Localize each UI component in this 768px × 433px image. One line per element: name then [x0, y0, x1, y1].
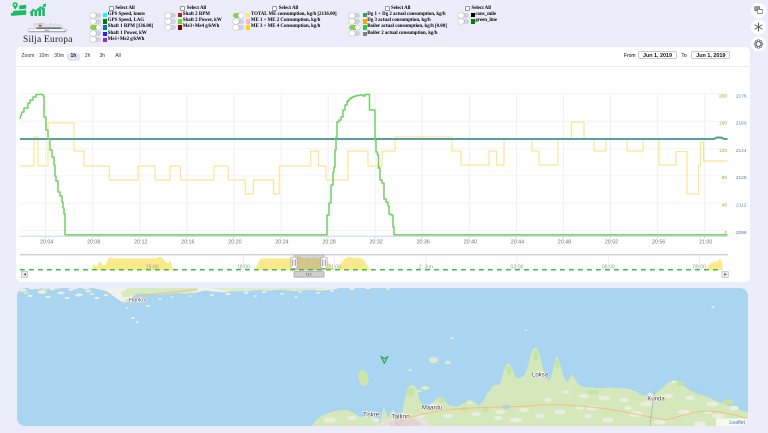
- svg-text:20:32: 20:32: [369, 239, 382, 245]
- svg-text:15:00: 15:00: [146, 264, 159, 270]
- svg-text:20:16: 20:16: [181, 239, 194, 245]
- svg-text:21:00: 21:00: [328, 264, 341, 270]
- svg-text:2128: 2128: [736, 175, 747, 181]
- svg-text:Hanko: Hanko: [129, 298, 145, 304]
- svg-text:2176: 2176: [736, 93, 747, 99]
- svg-text:80: 80: [722, 175, 728, 181]
- svg-text:20:08: 20:08: [87, 239, 100, 245]
- svg-text:Loksa: Loksa: [532, 373, 549, 379]
- svg-text:20:56: 20:56: [652, 239, 665, 245]
- svg-text:2160: 2160: [736, 121, 747, 127]
- svg-text:160: 160: [719, 121, 727, 127]
- svg-text:2096: 2096: [736, 230, 747, 236]
- svg-text:20:52: 20:52: [605, 239, 618, 245]
- svg-text:200: 200: [719, 93, 727, 99]
- svg-text:40: 40: [722, 203, 728, 209]
- svg-text:2. Jun: 2. Jun: [419, 264, 433, 270]
- svg-text:20:20: 20:20: [228, 239, 241, 245]
- svg-text:20:44: 20:44: [511, 239, 524, 245]
- svg-text:20:12: 20:12: [134, 239, 147, 245]
- svg-text:20:48: 20:48: [558, 239, 571, 245]
- svg-text:20:40: 20:40: [464, 239, 477, 245]
- svg-text:20:04: 20:04: [40, 239, 53, 245]
- svg-text:Tallinn: Tallinn: [391, 414, 410, 421]
- svg-text:120: 120: [719, 148, 727, 154]
- svg-text:06:00: 06:00: [602, 264, 615, 270]
- svg-text:03:00: 03:00: [511, 264, 524, 270]
- svg-text:20:28: 20:28: [322, 239, 335, 245]
- svg-text:Tiskre: Tiskre: [363, 413, 380, 419]
- svg-text:09:00: 09:00: [693, 264, 706, 270]
- svg-text:Leaflet: Leaflet: [729, 420, 745, 426]
- svg-text:Maardu: Maardu: [422, 406, 442, 412]
- svg-text:20:36: 20:36: [417, 239, 430, 245]
- svg-text:2144: 2144: [736, 148, 747, 154]
- svg-text:Kunda: Kunda: [647, 397, 665, 403]
- svg-text:2112: 2112: [736, 203, 747, 209]
- svg-text:20:24: 20:24: [275, 239, 288, 245]
- svg-text:18:00: 18:00: [237, 264, 250, 270]
- svg-text:0: 0: [724, 230, 727, 236]
- svg-text:21:00: 21:00: [699, 239, 712, 245]
